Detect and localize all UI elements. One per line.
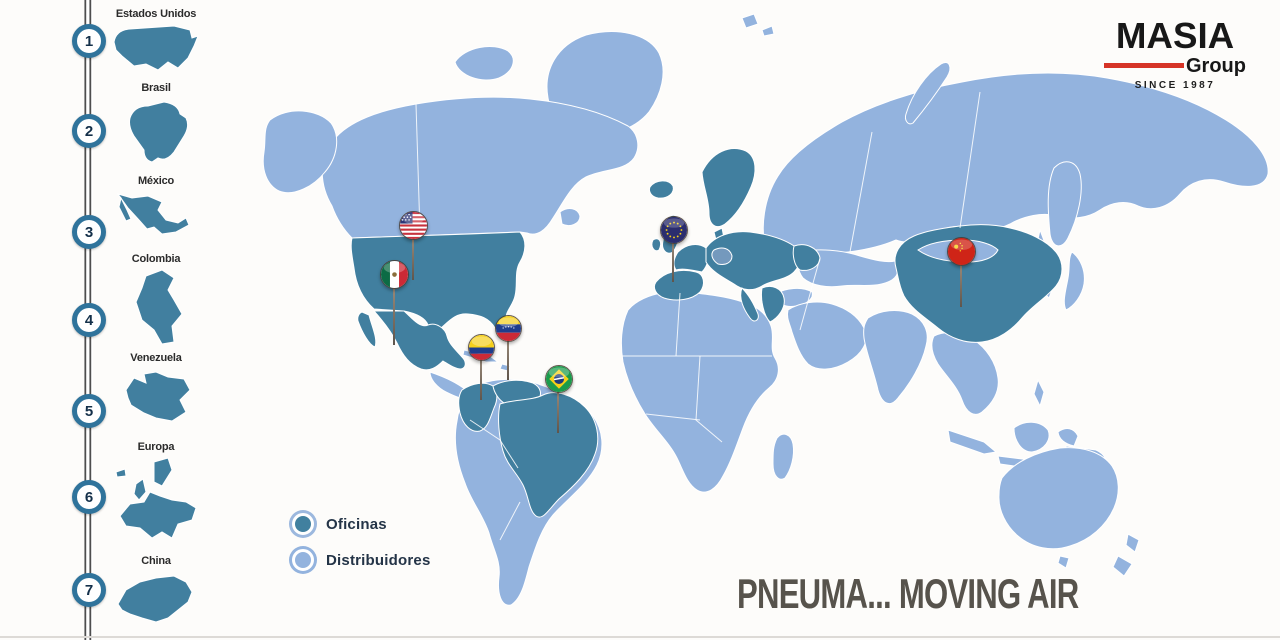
masia-group-logo: MASIA Group SINCE 1987	[1104, 18, 1246, 91]
venezuela-silhouette[interactable]	[118, 366, 194, 428]
pin-stem	[507, 340, 509, 380]
pin-stem	[557, 391, 559, 433]
logo-brand-text: MASIA	[1115, 15, 1235, 56]
brazil-silhouette[interactable]	[120, 96, 192, 166]
sidebar-number-1[interactable]: 1	[72, 24, 106, 58]
europa-silhouette[interactable]	[108, 454, 204, 558]
pin-stem	[412, 238, 414, 280]
colombia-silhouette[interactable]	[126, 266, 186, 348]
colombia-flag-icon	[468, 334, 495, 361]
oficinas-swatch-icon	[292, 513, 314, 535]
sidebar-number-7[interactable]: 7	[72, 573, 106, 607]
legend-item-oficinas: Oficinas	[292, 513, 387, 535]
pin-venezuela[interactable]	[495, 315, 522, 380]
logo-since-text: SINCE 1987	[1134, 80, 1216, 91]
bottom-divider	[0, 636, 1280, 638]
legend-label: Oficinas	[326, 515, 387, 533]
mexico-flag-icon	[380, 260, 409, 289]
sidebar-label-china: China	[141, 555, 171, 567]
tagline: PNEUMA... MOVING AIR	[737, 570, 1079, 617]
sidebar-label-europa: Europa	[137, 441, 175, 453]
sidebar-label-venezuela: Venezuela	[130, 352, 182, 364]
sidebar-number-6[interactable]: 6	[72, 480, 106, 514]
legend-label: Distribuidores	[326, 551, 431, 569]
china-flag-icon	[947, 237, 976, 266]
pin-europa[interactable]	[660, 216, 688, 282]
venezuela-flag-icon	[495, 315, 522, 342]
logo-red-bar	[1104, 62, 1184, 68]
brazil-flag-icon	[545, 365, 573, 393]
sidebar-number-5[interactable]: 5	[72, 394, 106, 428]
pin-brasil[interactable]	[545, 365, 573, 433]
mexico-silhouette[interactable]	[114, 188, 194, 238]
pin-stem	[672, 242, 674, 282]
pin-stem	[960, 264, 962, 307]
usa-flag-icon	[399, 211, 428, 240]
sidebar-label-mexico: México	[137, 175, 175, 187]
sidebar-number-2[interactable]: 2	[72, 114, 106, 148]
sidebar-number-3[interactable]: 3	[72, 215, 106, 249]
logo-group-text: Group	[1186, 55, 1246, 77]
sidebar-label-brasil: Brasil	[141, 82, 171, 94]
usa-silhouette[interactable]	[110, 22, 202, 76]
sidebar-number-4[interactable]: 4	[72, 303, 106, 337]
pin-mexico[interactable]	[380, 260, 409, 345]
sidebar-label-colombia: Colombia	[131, 253, 181, 265]
pin-colombia[interactable]	[468, 334, 495, 400]
china-silhouette[interactable]	[112, 568, 200, 628]
distribuidores-swatch-icon	[292, 549, 314, 571]
legend-item-distribuidores: Distribuidores	[292, 549, 430, 571]
pin-stem	[480, 359, 482, 400]
pin-china[interactable]	[947, 237, 976, 307]
eu-flag-icon	[660, 216, 688, 244]
pin-stem	[393, 287, 395, 345]
sidebar-label-estados-unidos: Estados Unidos	[115, 8, 197, 20]
pin-estados-unidos[interactable]	[399, 211, 428, 280]
